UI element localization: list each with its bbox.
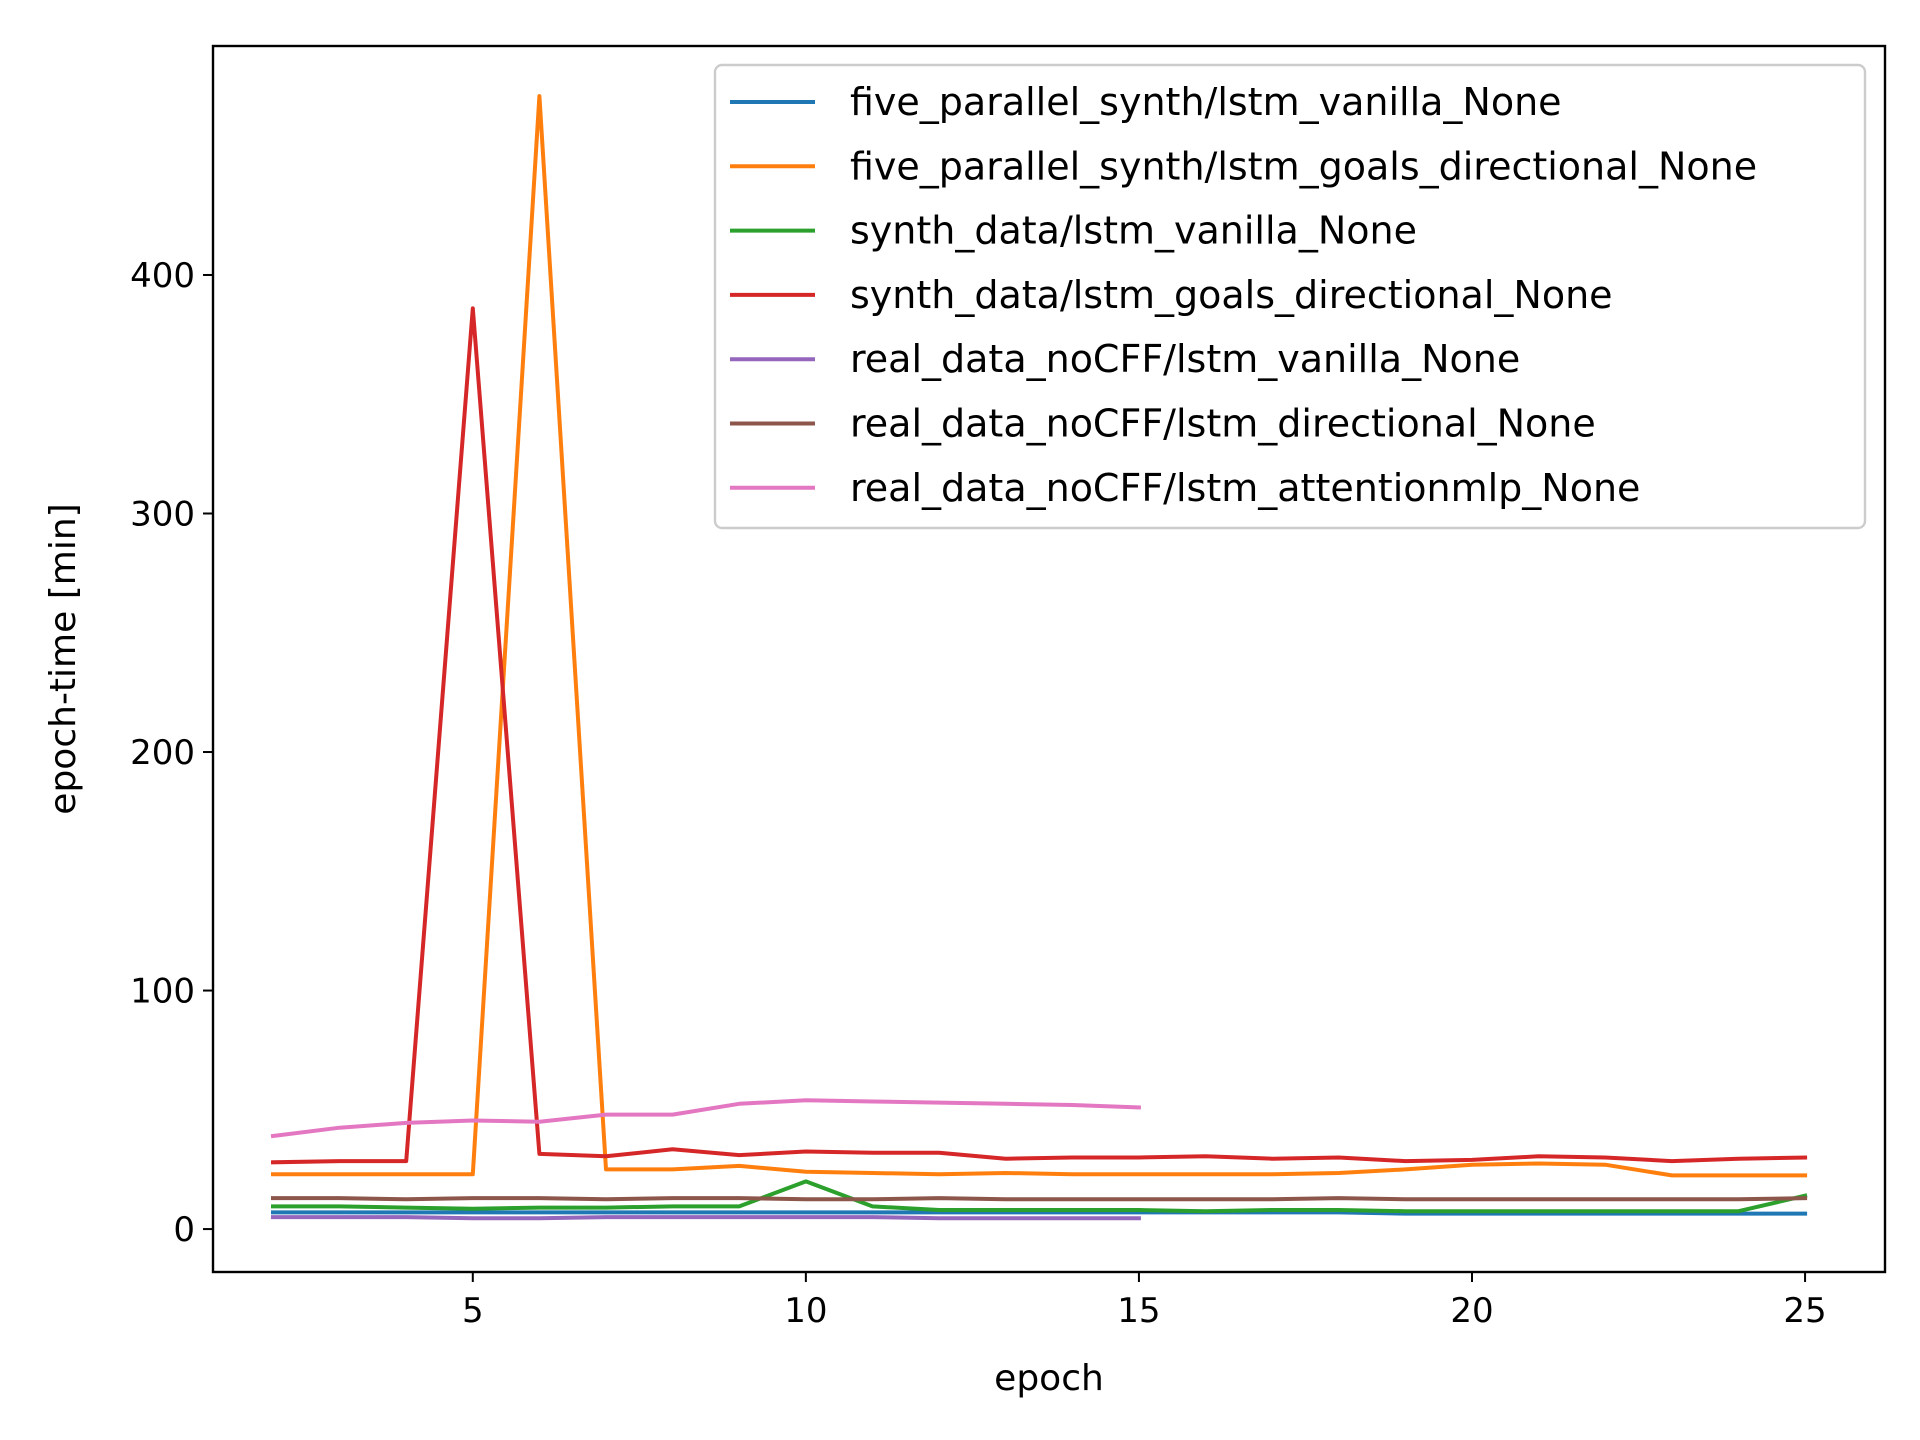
y-tick-label: 100 xyxy=(130,972,195,1012)
series-line-1 xyxy=(271,1210,1808,1216)
series-line-2 xyxy=(271,94,1808,1178)
series-line-3 xyxy=(271,1179,1808,1214)
y-tick-label: 0 xyxy=(173,1210,195,1250)
x-tick-label: 5 xyxy=(462,1291,484,1331)
x-axis-ticks: 5 10 15 20 25 xyxy=(462,1272,1827,1331)
y-tick-label: 200 xyxy=(130,733,195,773)
legend-entry-4: synth_data/lstm_goals_directional_None xyxy=(850,273,1613,317)
x-tick-label: 20 xyxy=(1450,1291,1493,1331)
x-tick-label: 15 xyxy=(1117,1291,1160,1331)
x-tick-label: 10 xyxy=(784,1291,827,1331)
plot-frame xyxy=(211,44,1887,1274)
y-tick-label: 400 xyxy=(130,256,195,296)
series-line-5 xyxy=(271,1215,1141,1221)
x-tick-label: 25 xyxy=(1783,1291,1826,1331)
legend-box xyxy=(713,63,1867,530)
legend-entry-2: five_parallel_synth/lstm_goals_direction… xyxy=(850,144,1757,188)
y-tick-label: 300 xyxy=(130,495,195,535)
series-line-4 xyxy=(270,306,1808,1165)
legend-entry-1: five_parallel_synth/lstm_vanilla_None xyxy=(850,80,1562,124)
series-line-7 xyxy=(270,1098,1141,1139)
legend-entry-5: real_data_noCFF/lstm_vanilla_None xyxy=(850,337,1520,381)
legend-entry-6: real_data_noCFF/lstm_directional_None xyxy=(850,402,1596,446)
series-line-6 xyxy=(271,1196,1808,1202)
y-axis-title: epoch-time [min] xyxy=(43,503,84,814)
x-axis-title: epoch xyxy=(994,1358,1104,1399)
y-axis-ticks: 0 100 200 300 400 xyxy=(130,256,213,1250)
legend-entry-3: synth_data/lstm_vanilla_None xyxy=(850,209,1417,253)
series-layer xyxy=(270,94,1808,1221)
legend: five_parallel_synth/lstm_vanilla_Nonefiv… xyxy=(713,63,1867,530)
legend-entry-7: real_data_noCFF/lstm_attentionmlp_None xyxy=(850,466,1640,510)
